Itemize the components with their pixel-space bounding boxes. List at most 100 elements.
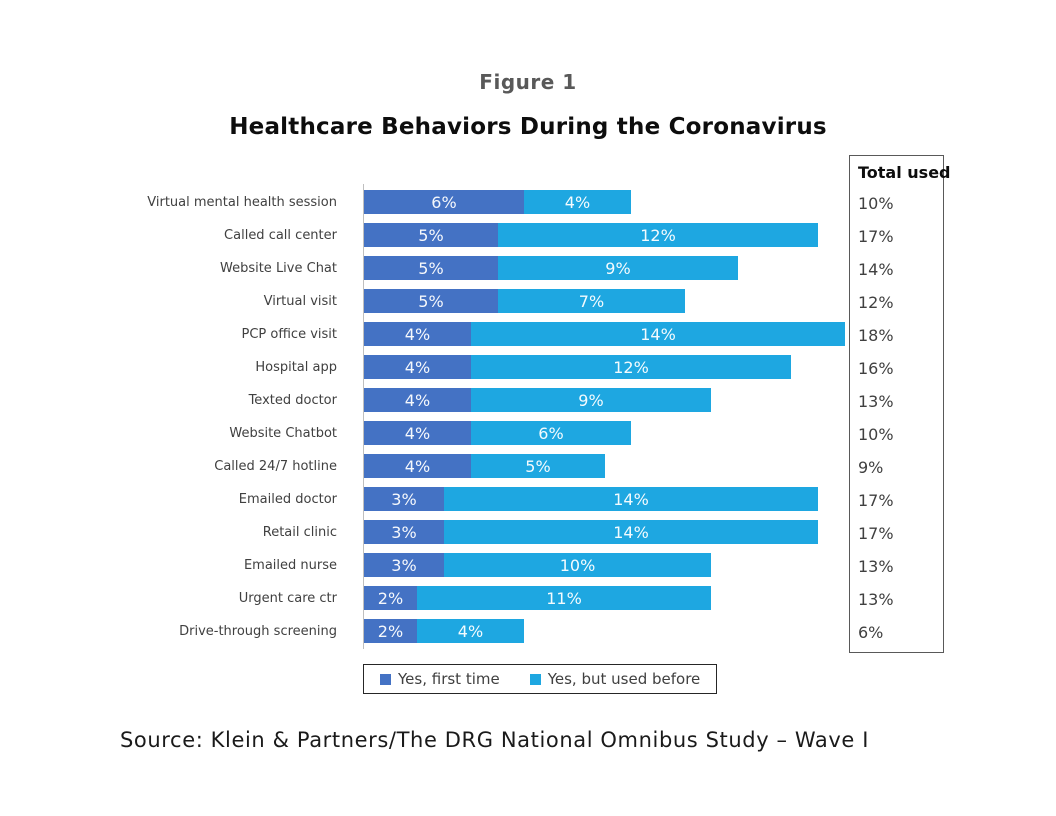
- chart-row: Drive-through screening 2% 4%: [0, 615, 1056, 648]
- bar-value-label: 11%: [546, 588, 582, 608]
- bar-value-label: 2%: [377, 588, 404, 608]
- chart-row: Called call center 5% 12%: [0, 219, 1056, 252]
- bar-segment: 4%: [364, 355, 471, 379]
- bar-value-label: 14%: [613, 522, 649, 542]
- chart-row: Hospital app 4% 12%: [0, 351, 1056, 384]
- bar-value-label: 14%: [613, 489, 649, 509]
- legend-item: Yes, first time: [380, 670, 500, 688]
- bar-segment: 6%: [471, 421, 631, 445]
- category-label: Virtual mental health session: [147, 195, 337, 210]
- bar-segment: 6%: [364, 190, 524, 214]
- bar-segment: 14%: [444, 487, 818, 511]
- bar-segment: 5%: [471, 454, 605, 478]
- bar-value-label: 9%: [605, 258, 631, 278]
- bar-track: 5% 9%: [364, 256, 738, 280]
- bar-segment: 2%: [364, 586, 417, 610]
- bar-track: 6% 4%: [364, 190, 631, 214]
- bar-segment: 12%: [498, 223, 818, 247]
- bar-value-label: 4%: [404, 357, 431, 377]
- bar-segment: 7%: [498, 289, 685, 313]
- total-used-value: 10%: [858, 194, 894, 213]
- category-label: Website Chatbot: [229, 426, 337, 441]
- chart-row: Urgent care ctr 2% 11%: [0, 582, 1056, 615]
- bar-value-label: 5%: [418, 225, 444, 245]
- chart-title: Healthcare Behaviors During the Coronavi…: [229, 114, 827, 140]
- bar-segment: 4%: [364, 454, 471, 478]
- legend: Yes, first time Yes, but used before: [363, 664, 718, 694]
- bar-track: 4% 12%: [364, 355, 791, 379]
- total-used-value: 10%: [858, 425, 894, 444]
- category-label: Urgent care ctr: [238, 591, 337, 606]
- bar-value-label: 2%: [377, 621, 404, 641]
- bar-track: 5% 12%: [364, 223, 818, 247]
- bar-track: 4% 9%: [364, 388, 711, 412]
- bar-track: 5% 7%: [364, 289, 685, 313]
- total-used-value: 16%: [858, 359, 894, 378]
- legend-swatch-icon: [380, 673, 391, 685]
- category-label: Website Live Chat: [219, 261, 337, 276]
- bar-value-label: 3%: [391, 522, 417, 542]
- bar-segment: 11%: [417, 586, 711, 610]
- category-label: Texted doctor: [248, 393, 337, 408]
- legend-item: Yes, but used before: [529, 670, 701, 688]
- bar-value-label: 4%: [404, 324, 431, 344]
- category-label: Called call center: [224, 228, 337, 243]
- total-used-value: 6%: [858, 623, 884, 642]
- category-label: Hospital app: [255, 360, 337, 375]
- figure-label: Figure 1: [479, 70, 577, 94]
- bar-value-label: 14%: [640, 324, 676, 344]
- bar-track: 2% 11%: [364, 586, 711, 610]
- chart-row: Emailed nurse 3% 10%: [0, 549, 1056, 582]
- chart-row: Website Chatbot 4% 6%: [0, 417, 1056, 450]
- bar-track: 2% 4%: [364, 619, 524, 643]
- bar-segment: 4%: [417, 619, 524, 643]
- bar-value-label: 6%: [538, 423, 564, 443]
- total-used-value: 14%: [858, 260, 894, 279]
- bar-segment: 4%: [364, 388, 471, 412]
- bar-segment: 5%: [364, 289, 498, 313]
- bar-value-label: 4%: [404, 390, 431, 410]
- chart-row: Called 24/7 hotline 4% 5%: [0, 450, 1056, 483]
- bar-segment: 14%: [471, 322, 845, 346]
- bar-track: 3% 14%: [364, 487, 818, 511]
- bar-segment: 4%: [364, 421, 471, 445]
- total-used-value: 13%: [858, 557, 894, 576]
- total-used-value: 17%: [858, 524, 894, 543]
- bar-value-label: 5%: [525, 456, 551, 476]
- bar-segment: 14%: [444, 520, 818, 544]
- bar-segment: 3%: [364, 487, 444, 511]
- category-label: Emailed nurse: [243, 558, 337, 573]
- total-used-value: 9%: [858, 458, 884, 477]
- bar-value-label: 9%: [578, 390, 604, 410]
- chart-row: Emailed doctor 3% 14%: [0, 483, 1056, 516]
- bar-value-label: 4%: [564, 192, 591, 212]
- bar-segment: 9%: [498, 256, 738, 280]
- bar-segment: 4%: [524, 190, 631, 214]
- bar-value-label: 7%: [578, 291, 605, 311]
- legend-label: Yes, but used before: [547, 670, 701, 688]
- chart-row: Virtual mental health session 6% 4%: [0, 186, 1056, 219]
- total-used-value: 13%: [858, 590, 894, 609]
- bar-track: 3% 14%: [364, 520, 818, 544]
- total-used-value: 18%: [858, 326, 894, 345]
- category-label: Retail clinic: [262, 525, 337, 540]
- total-used-value: 12%: [858, 293, 894, 312]
- source-text: Source: Klein & Partners/The DRG Nationa…: [120, 728, 870, 752]
- bar-segment: 5%: [364, 256, 498, 280]
- total-used-values: 10% 17% 14% 12% 18% 16% 13% 10% 9% 17% 17% 13% 13% 6%: [850, 187, 943, 649]
- bar-segment: 12%: [471, 355, 791, 379]
- bar-value-label: 4%: [404, 456, 431, 476]
- bar-rows: Virtual mental health session 6% 4% Called …: [0, 186, 1056, 648]
- total-used-header: Total used: [858, 163, 951, 182]
- total-used-value: 17%: [858, 491, 894, 510]
- bar-segment: 3%: [364, 553, 444, 577]
- bar-segment: 3%: [364, 520, 444, 544]
- chart-row: Website Live Chat 5% 9%: [0, 252, 1056, 285]
- bar-value-label: 10%: [559, 555, 596, 575]
- bar-segment: 10%: [444, 553, 711, 577]
- chart-row: Virtual visit 5% 7%: [0, 285, 1056, 318]
- category-label: Emailed doctor: [238, 492, 337, 507]
- bar-track: 3% 10%: [364, 553, 711, 577]
- total-used-value: 17%: [858, 227, 894, 246]
